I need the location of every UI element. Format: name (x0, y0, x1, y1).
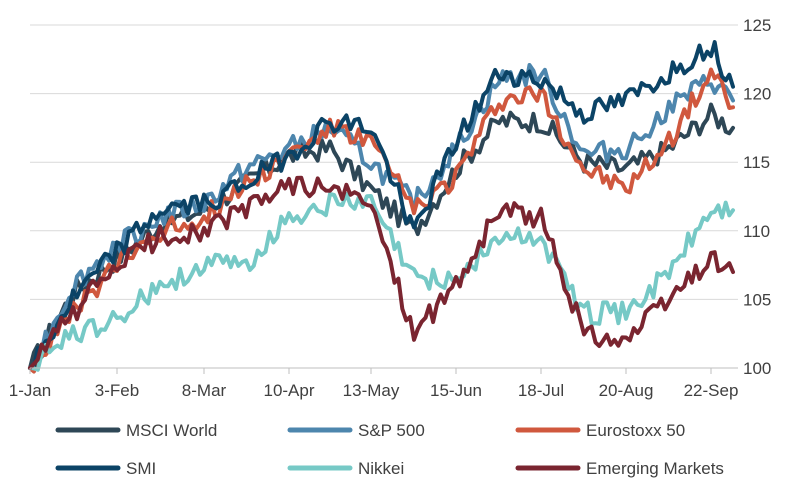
x-tick-label: 13-May (343, 381, 400, 400)
x-tick-label: 3-Feb (95, 381, 139, 400)
x-tick-label: 1-Jan (9, 381, 52, 400)
series-line-emerging-markets (28, 175, 735, 370)
x-tick-label: 15-Jun (430, 381, 482, 400)
series-line-nikkei (28, 192, 735, 372)
y-tick-label: 100 (743, 359, 771, 378)
series-line-smi (28, 40, 735, 370)
legend-label: Emerging Markets (586, 459, 724, 478)
legend: MSCI World S&P 500 Eurostoxx 50 SMI Nikkei Em… (55, 421, 724, 478)
axes: 100 105 110 115 120 125 1-Jan 3-Feb 8-Mar 10-Apr 1… (9, 16, 772, 400)
x-tick-label: 18-Jul (518, 381, 564, 400)
y-tick-label: 120 (743, 85, 771, 104)
x-tick-label: 22-Sep (684, 381, 739, 400)
x-tick-label: 20-Aug (599, 381, 654, 400)
series-lines (28, 40, 735, 374)
x-tick-label: 8-Mar (182, 381, 227, 400)
legend-label: S&P 500 (358, 421, 425, 440)
legend-label: Eurostoxx 50 (586, 421, 685, 440)
x-tick-label: 10-Apr (263, 381, 314, 400)
legend-label: Nikkei (358, 459, 404, 478)
legend-label: MSCI World (126, 421, 217, 440)
series-line-msci-world (28, 102, 735, 370)
y-tick-label: 125 (743, 16, 771, 35)
y-tick-label: 105 (743, 290, 771, 309)
y-tick-label: 110 (743, 222, 770, 241)
legend-label: SMI (126, 459, 156, 478)
y-tick-label: 115 (743, 153, 770, 172)
